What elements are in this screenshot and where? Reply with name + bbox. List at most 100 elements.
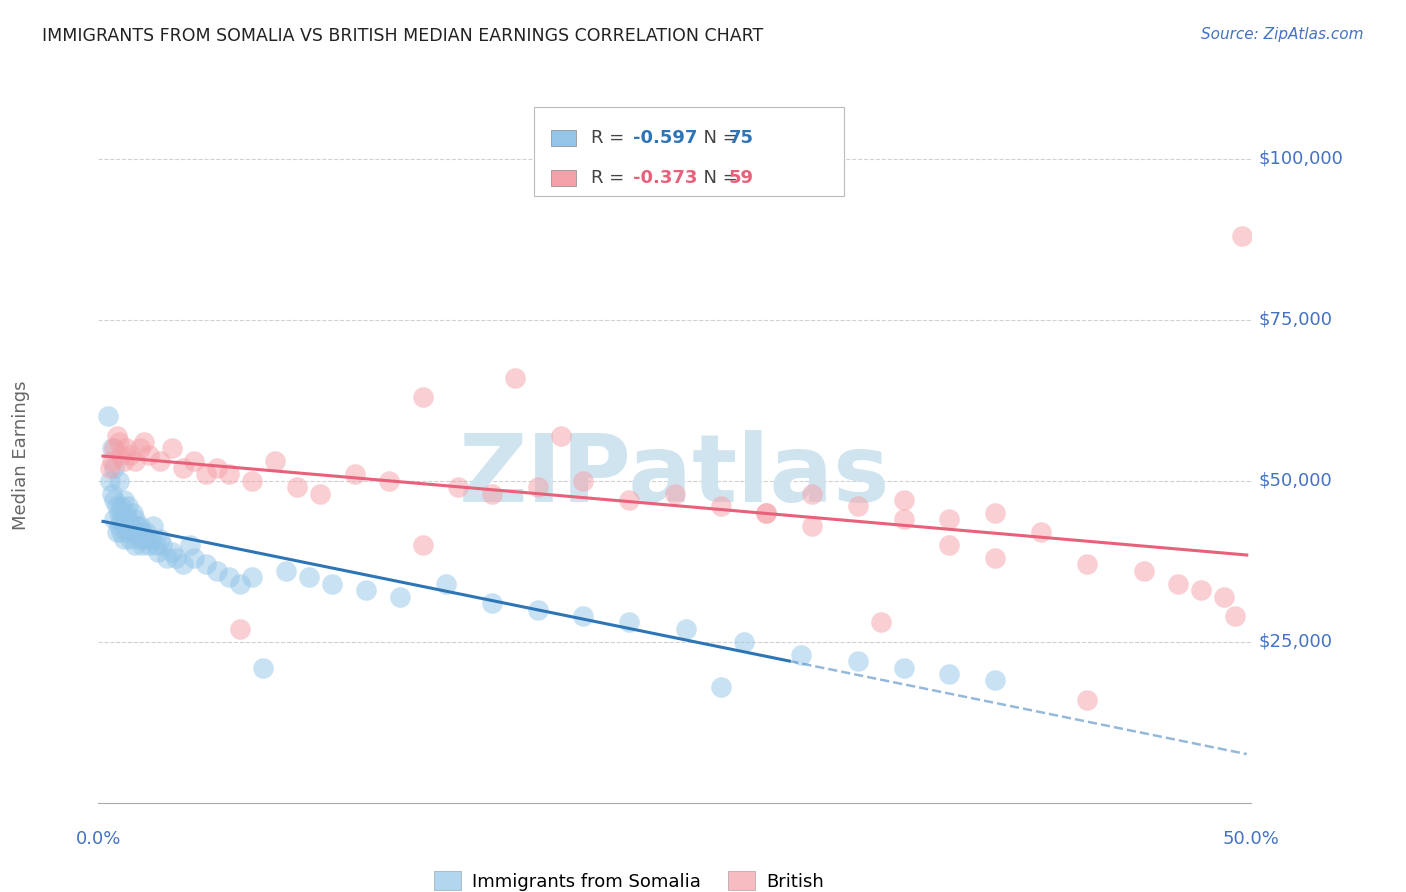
Point	[938, 512, 960, 526]
Text: $50,000: $50,000	[1258, 472, 1331, 490]
Point	[984, 673, 1007, 688]
Point	[710, 500, 733, 514]
Point	[218, 570, 240, 584]
Point	[207, 460, 229, 475]
Point	[120, 448, 142, 462]
Point	[139, 532, 162, 546]
Point	[160, 544, 183, 558]
Text: $100,000: $100,000	[1258, 150, 1343, 168]
Text: 0.0%: 0.0%	[76, 830, 121, 847]
Point	[183, 551, 205, 566]
Point	[117, 525, 139, 540]
Point	[354, 583, 377, 598]
Point	[149, 454, 172, 468]
Point	[142, 518, 165, 533]
Point	[526, 602, 548, 616]
Point	[893, 512, 915, 526]
Point	[183, 454, 205, 468]
Point	[101, 486, 124, 500]
Point	[134, 532, 156, 546]
Point	[120, 532, 142, 546]
Point	[229, 576, 252, 591]
Point	[117, 500, 139, 514]
Point	[984, 506, 1007, 520]
Point	[1076, 558, 1098, 572]
Point	[134, 435, 156, 450]
Point	[103, 512, 125, 526]
Point	[664, 486, 686, 500]
Text: R =: R =	[591, 169, 630, 187]
Point	[755, 506, 778, 520]
Point	[110, 525, 132, 540]
Point	[138, 448, 160, 462]
Text: Median Earnings: Median Earnings	[13, 380, 30, 530]
Point	[229, 622, 252, 636]
Text: 75: 75	[728, 129, 754, 147]
Point	[110, 500, 132, 514]
Point	[893, 660, 915, 674]
Point	[146, 544, 169, 558]
Point	[1189, 583, 1212, 598]
Point	[287, 480, 309, 494]
Point	[194, 558, 217, 572]
Point	[105, 428, 128, 442]
Point	[207, 564, 229, 578]
Point	[108, 506, 131, 520]
Text: N =: N =	[692, 129, 744, 147]
Point	[984, 551, 1007, 566]
Point	[1076, 692, 1098, 706]
Point	[309, 486, 332, 500]
Point	[938, 538, 960, 552]
Point	[145, 538, 167, 552]
Point	[846, 654, 869, 668]
Point	[412, 538, 434, 552]
Text: IMMIGRANTS FROM SOMALIA VS BRITISH MEDIAN EARNINGS CORRELATION CHART: IMMIGRANTS FROM SOMALIA VS BRITISH MEDIA…	[42, 27, 763, 45]
Point	[131, 538, 153, 552]
Point	[218, 467, 240, 482]
Point	[846, 500, 869, 514]
Point	[115, 512, 138, 526]
Point	[1212, 590, 1234, 604]
Text: 59: 59	[728, 169, 754, 187]
Point	[112, 532, 135, 546]
Point	[103, 442, 125, 456]
Point	[481, 596, 503, 610]
Text: N =: N =	[692, 169, 744, 187]
Point	[572, 474, 595, 488]
Point	[1225, 609, 1247, 624]
Point	[152, 538, 174, 552]
Point	[110, 512, 132, 526]
Legend: Immigrants from Somalia, British: Immigrants from Somalia, British	[427, 864, 831, 892]
Point	[103, 493, 125, 508]
Point	[103, 460, 125, 475]
Point	[869, 615, 891, 630]
Point	[801, 486, 824, 500]
Point	[893, 493, 915, 508]
Point	[160, 442, 183, 456]
Point	[572, 609, 595, 624]
Point	[149, 532, 172, 546]
Point	[240, 474, 263, 488]
Point	[101, 442, 124, 456]
Point	[194, 467, 217, 482]
Point	[434, 576, 457, 591]
Text: -0.597: -0.597	[633, 129, 697, 147]
Point	[240, 570, 263, 584]
Point	[801, 518, 824, 533]
Point	[298, 570, 321, 584]
Point	[789, 648, 811, 662]
Point	[131, 525, 153, 540]
Point	[124, 454, 146, 468]
Point	[172, 558, 194, 572]
Point	[172, 460, 194, 475]
Point	[446, 480, 468, 494]
Point	[343, 467, 366, 482]
Point	[128, 518, 150, 533]
Text: ZIPatlas: ZIPatlas	[460, 430, 890, 522]
Point	[124, 538, 146, 552]
Text: R =: R =	[591, 129, 630, 147]
Point	[675, 622, 697, 636]
Point	[120, 518, 142, 533]
Point	[710, 680, 733, 694]
Point	[138, 538, 160, 552]
